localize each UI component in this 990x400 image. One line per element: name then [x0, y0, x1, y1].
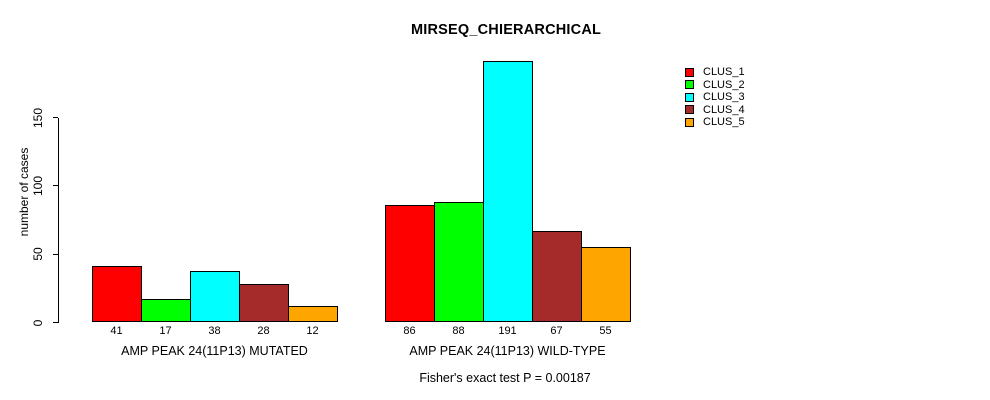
bar-value-label: 28 — [257, 325, 270, 337]
legend-label: CLUS_5 — [703, 116, 745, 128]
fisher-test-annotation: Fisher's exact test P = 0.00187 — [419, 371, 591, 385]
y-axis-tick — [53, 185, 58, 187]
y-axis-tick — [53, 322, 58, 323]
legend-item-clus_2: CLUS_2 — [685, 79, 745, 92]
legend-label: CLUS_2 — [703, 78, 745, 91]
y-axis-tick-label: 50 — [31, 247, 45, 261]
bar-clus_4-group1 — [239, 284, 289, 323]
bar-clus_4-group2 — [532, 230, 582, 323]
chart-title: MIRSEQ_CHIERARCHICAL — [410, 22, 602, 38]
legend-swatch-icon — [685, 105, 694, 115]
y-axis-tick-label: 100 — [31, 175, 45, 196]
legend-swatch-icon — [685, 117, 694, 127]
group-label: AMP PEAK 24(11P13) WILD-TYPE — [409, 344, 606, 358]
bar-value-label: 88 — [452, 325, 465, 337]
legend-label: CLUS_1 — [703, 66, 745, 78]
bar-clus_5-group2 — [581, 247, 631, 323]
legend-item-clus_3: CLUS_3 — [685, 91, 745, 104]
legend-item-clus_1: CLUS_1 — [685, 66, 745, 79]
bar-clus_2-group2 — [434, 202, 484, 323]
y-axis-line — [58, 117, 59, 323]
bar-clus_2-group1 — [141, 299, 191, 323]
bar-value-label: 55 — [599, 325, 612, 337]
legend-label: CLUS_3 — [703, 91, 745, 103]
legend-swatch-icon — [685, 80, 694, 90]
bar-clus_1-group1 — [92, 266, 142, 323]
legend-item-clus_4: CLUS_4 — [685, 104, 745, 117]
y-axis-tick-label: 150 — [31, 107, 45, 128]
bar-value-label: 67 — [550, 325, 563, 337]
bar-value-label: 12 — [306, 325, 319, 337]
bar-clus_1-group2 — [385, 204, 435, 323]
legend-swatch-icon — [685, 67, 694, 77]
y-axis-tick-label: 0 — [31, 319, 45, 326]
y-axis-label: number of cases — [17, 147, 31, 237]
bar-value-label: 17 — [159, 325, 172, 337]
bar-clus_3-group2 — [483, 61, 533, 323]
bar-value-label: 86 — [403, 325, 416, 337]
legend-swatch-icon — [685, 92, 694, 102]
bar-value-label: 41 — [110, 325, 123, 337]
bar-value-label: 38 — [208, 325, 221, 337]
bar-clus_5-group1 — [288, 306, 338, 323]
bar-value-label: 191 — [498, 325, 517, 337]
legend: CLUS_1 CLUS_2 CLUS_3 CLUS_4 CLUS_5 — [685, 66, 745, 129]
bar-clus_3-group1 — [190, 270, 240, 323]
legend-item-clus_5: CLUS_5 — [685, 116, 745, 129]
legend-label: CLUS_4 — [703, 103, 745, 116]
y-axis-tick — [53, 117, 58, 118]
group-label: AMP PEAK 24(11P13) MUTATED — [121, 344, 308, 358]
y-axis-tick — [53, 253, 58, 255]
